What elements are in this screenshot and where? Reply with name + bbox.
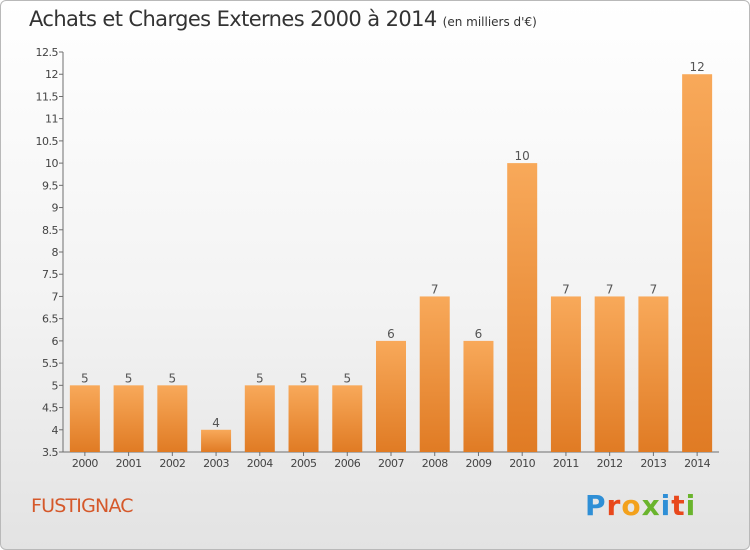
y-tick-label: 8 bbox=[52, 246, 59, 259]
x-tick-label: 2008 bbox=[422, 457, 448, 470]
y-tick-label: 6.5 bbox=[42, 313, 58, 326]
bar-2011 bbox=[550, 296, 581, 452]
data-label-2008: 7 bbox=[431, 282, 439, 296]
logo-letter: i bbox=[685, 489, 697, 522]
bar-2008 bbox=[419, 296, 450, 452]
data-label-2011: 7 bbox=[562, 282, 570, 296]
logo-letter: P bbox=[585, 489, 607, 522]
bar-2009 bbox=[463, 340, 494, 452]
bar-2002 bbox=[157, 385, 188, 452]
logo-letter: r bbox=[606, 489, 622, 522]
x-tick-label: 2006 bbox=[334, 457, 360, 470]
data-label-2003: 4 bbox=[212, 416, 220, 430]
proxiti-logo[interactable]: Proxiti bbox=[585, 489, 696, 522]
bar-2001 bbox=[113, 385, 144, 452]
y-tick-label: 11 bbox=[45, 113, 58, 126]
bar-2013 bbox=[638, 296, 669, 452]
y-tick-label: 9 bbox=[52, 202, 59, 215]
data-label-2012: 7 bbox=[606, 282, 614, 296]
x-tick-label: 2010 bbox=[509, 457, 535, 470]
chart-title: Achats et Charges Externes 2000 à 2014 (e… bbox=[29, 7, 537, 31]
data-label-2006: 5 bbox=[343, 371, 351, 385]
x-tick-label: 2001 bbox=[116, 457, 142, 470]
data-label-2004: 5 bbox=[256, 371, 264, 385]
x-tick-label: 2011 bbox=[553, 457, 579, 470]
y-tick-label: 6 bbox=[52, 335, 59, 348]
x-tick-label: 2002 bbox=[159, 457, 185, 470]
x-tick-label: 2012 bbox=[597, 457, 623, 470]
data-label-2014: 12 bbox=[689, 60, 704, 74]
x-tick-label: 2005 bbox=[291, 457, 317, 470]
bar-2003 bbox=[201, 429, 232, 452]
y-tick-label: 5.5 bbox=[42, 357, 58, 370]
chart-unit: (en milliers d'€) bbox=[442, 15, 537, 29]
data-label-2007: 6 bbox=[387, 327, 395, 341]
x-tick-label: 2004 bbox=[247, 457, 273, 470]
y-tick-label: 4.5 bbox=[42, 402, 58, 415]
y-tick-label: 9.5 bbox=[42, 179, 58, 192]
x-tick-label: 2000 bbox=[72, 457, 98, 470]
logo-letter: i bbox=[660, 489, 672, 522]
y-tick-label: 11.5 bbox=[36, 90, 59, 103]
bar-2010 bbox=[507, 163, 538, 452]
chart-title-text: Achats et Charges Externes 2000 à 2014 bbox=[29, 7, 437, 31]
bar-2006 bbox=[332, 385, 363, 452]
x-tick-label: 2013 bbox=[640, 457, 666, 470]
x-tick-label: 2009 bbox=[465, 457, 491, 470]
axes: 3.5 4 4.5 5 5.5 6 6.5 7 7.5 8 8.5 9 9.5 10 10.5 11 11.5 1… bbox=[36, 46, 719, 470]
y-tick-label: 10 bbox=[45, 157, 58, 170]
data-label-2002: 5 bbox=[169, 371, 177, 385]
logo-letter: o bbox=[621, 489, 642, 522]
bars bbox=[69, 74, 713, 452]
logo-letter: t bbox=[671, 489, 686, 522]
y-tick-label: 8.5 bbox=[42, 224, 58, 237]
y-tick-label: 5 bbox=[52, 379, 59, 392]
data-label-2010: 10 bbox=[515, 149, 530, 163]
commune-name: FUSTIGNAC bbox=[31, 495, 134, 517]
y-tick-label: 12 bbox=[45, 68, 58, 81]
x-tick-label: 2007 bbox=[378, 457, 404, 470]
x-tick-label: 2003 bbox=[203, 457, 229, 470]
bar-2007 bbox=[376, 340, 406, 452]
y-tick-label: 7.5 bbox=[42, 268, 58, 281]
y-tick-label: 4 bbox=[52, 424, 59, 437]
logo-letter: x bbox=[641, 489, 661, 522]
data-labels: 5 5 5 4 5 5 5 6 7 6 10 7 7 7 12 bbox=[81, 60, 705, 430]
y-tick-label: 3.5 bbox=[42, 446, 58, 459]
bar-2014 bbox=[682, 74, 713, 452]
data-label-2009: 6 bbox=[475, 327, 483, 341]
bar-2012 bbox=[594, 296, 625, 452]
data-label-2013: 7 bbox=[650, 282, 658, 296]
y-tick-label: 12.5 bbox=[36, 46, 59, 59]
data-label-2001: 5 bbox=[125, 371, 133, 385]
x-tick-label: 2014 bbox=[684, 457, 710, 470]
y-tick-label: 10.5 bbox=[36, 135, 59, 148]
bar-2000 bbox=[69, 385, 100, 452]
y-tick-label: 7 bbox=[52, 290, 59, 303]
data-label-2005: 5 bbox=[300, 371, 308, 385]
data-label-2000: 5 bbox=[81, 371, 89, 385]
bar-2004 bbox=[244, 385, 275, 452]
bar-2005 bbox=[288, 385, 319, 452]
